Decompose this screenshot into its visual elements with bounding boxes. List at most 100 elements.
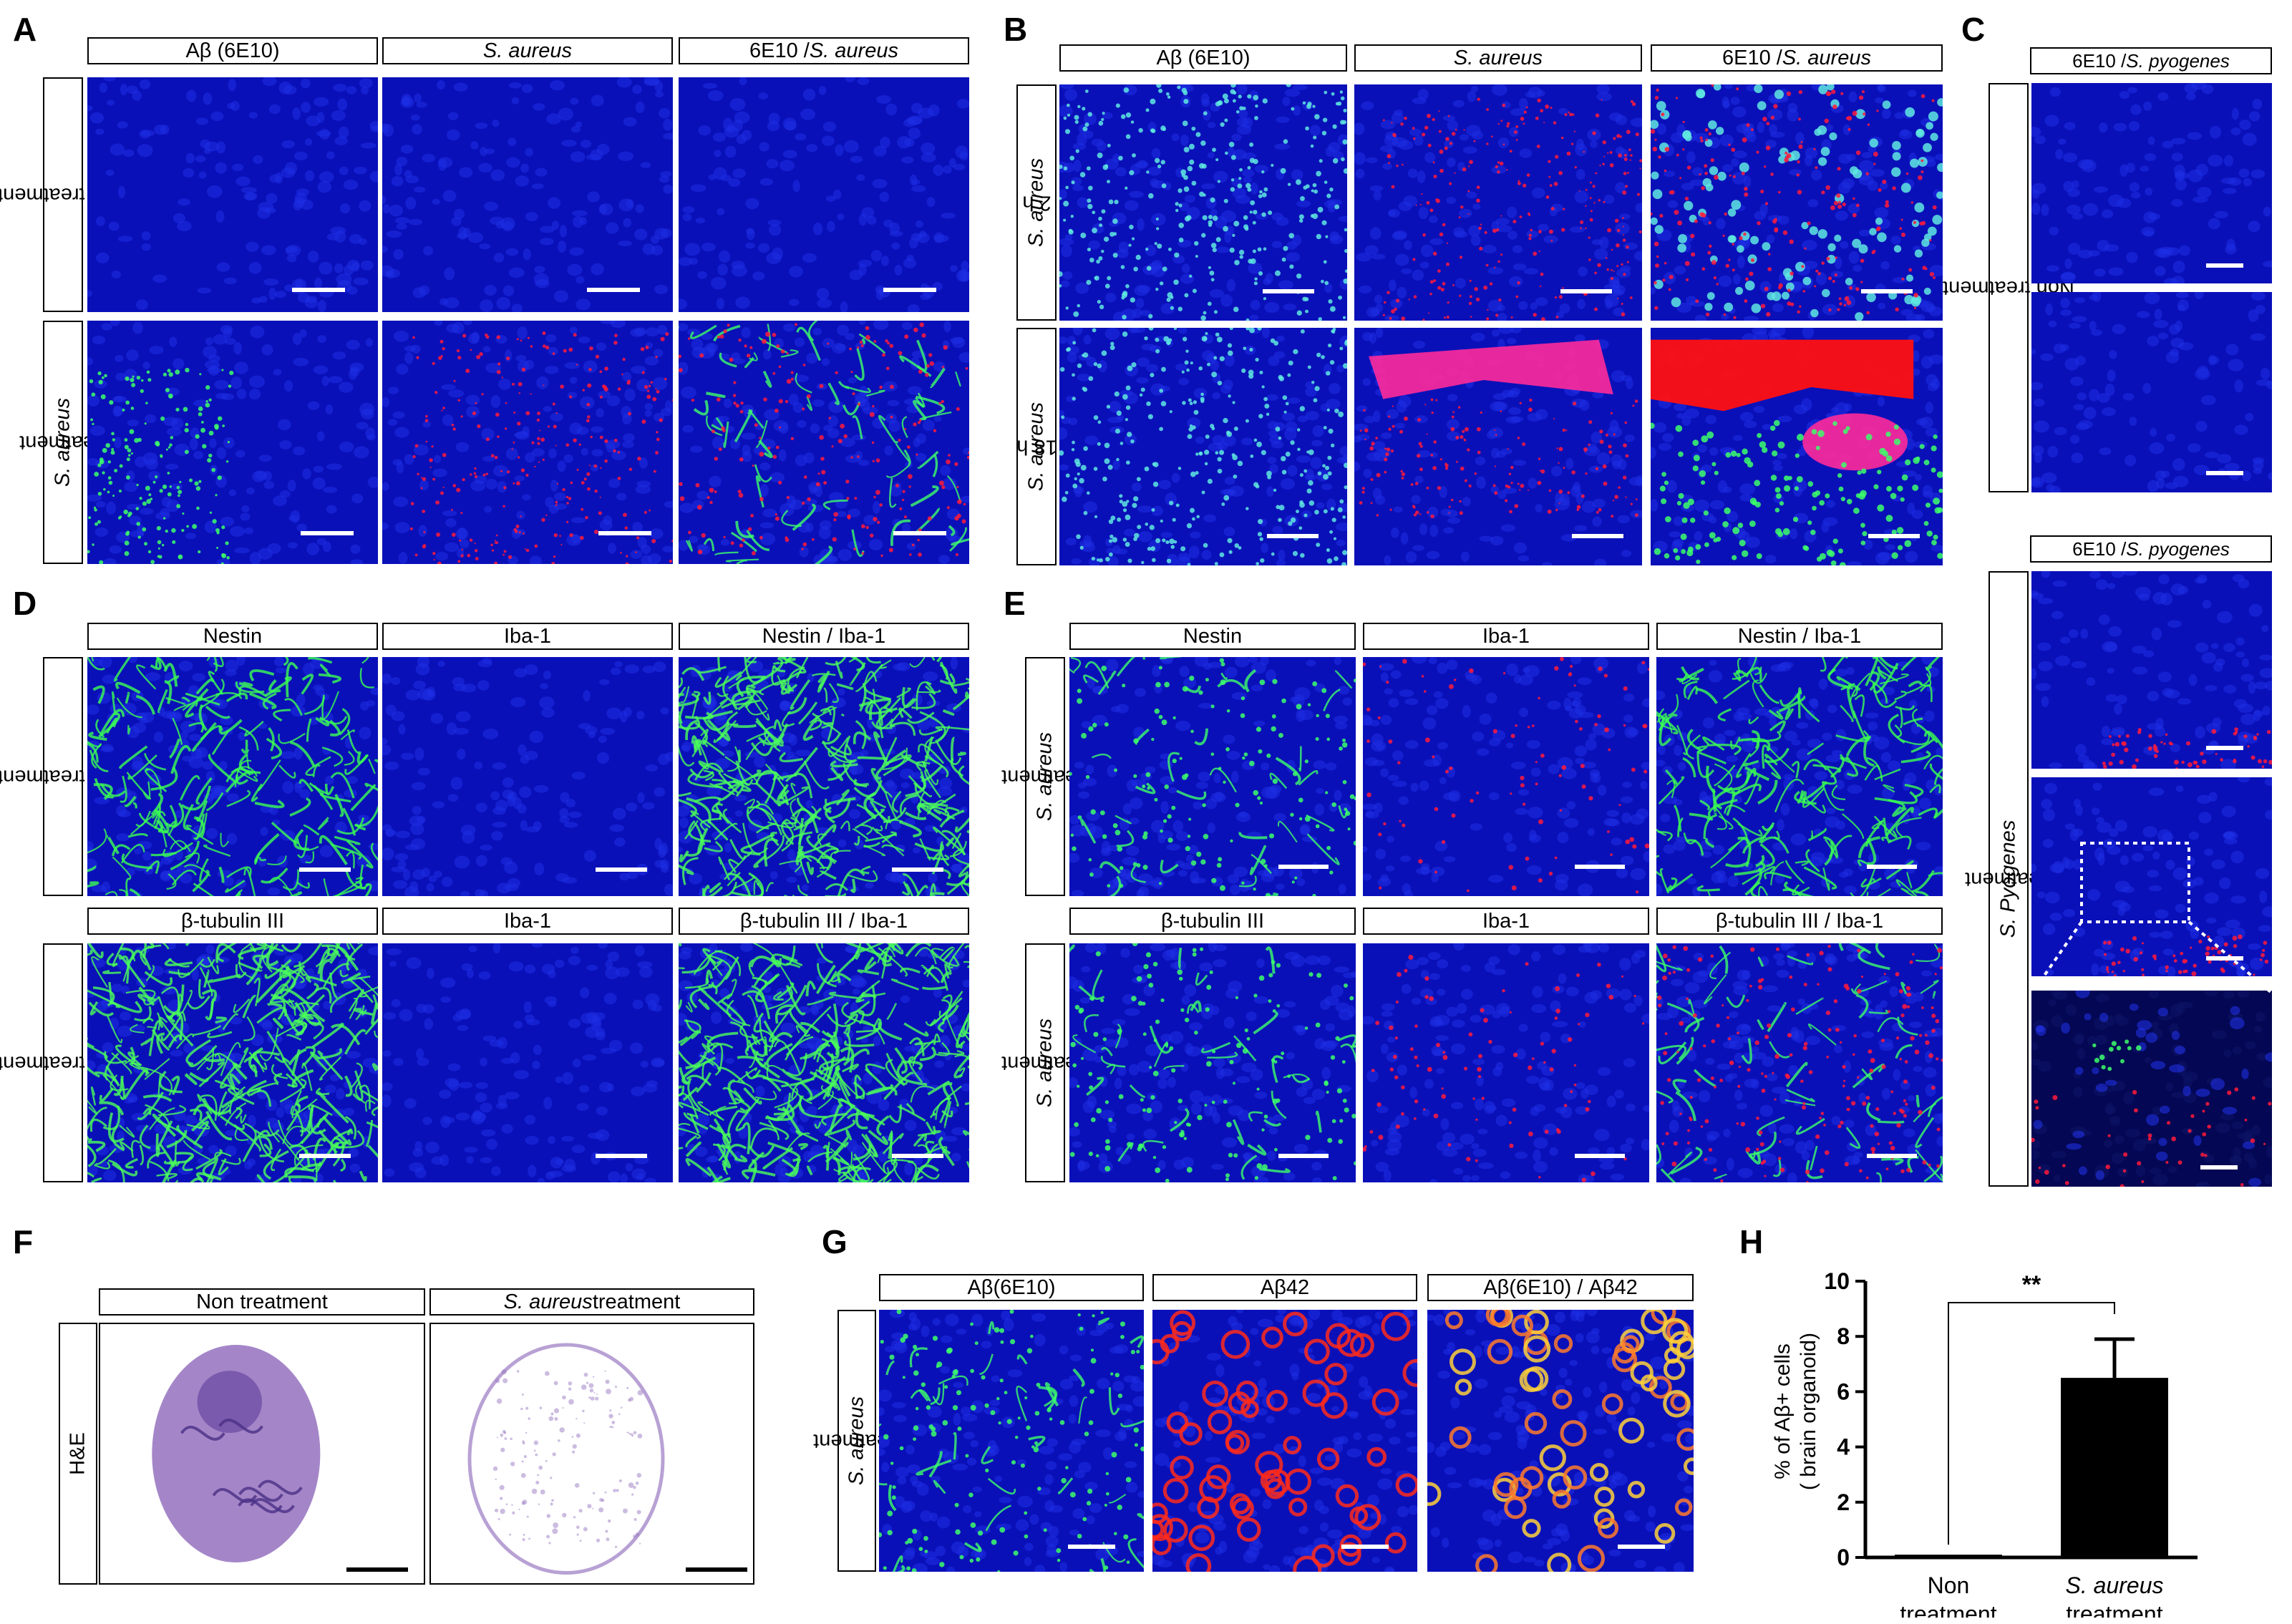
panel-letter-b: B	[1004, 11, 1028, 48]
y-tick-label: 6	[1837, 1379, 1850, 1404]
panel-e-col-header-iba1: Iba-1	[1363, 623, 1649, 650]
scale-bar	[2206, 263, 2243, 268]
scale-bar	[1867, 1154, 1917, 1158]
scale-bar	[346, 1567, 408, 1572]
micrograph-e-btubulin-iba1	[1656, 943, 1943, 1182]
x-tick-label-line1: S. aureus	[2066, 1572, 2164, 1598]
scale-bar	[892, 867, 943, 872]
micrograph-a-saureus-treatment	[382, 321, 673, 564]
scale-bar	[587, 288, 640, 292]
micrograph-b-saureus-2h	[1354, 84, 1642, 321]
x-tick-label-line2: treatment	[1900, 1601, 1996, 1618]
panel-c-row-label-spyogenes-treatment: S. Pyogenes treatment	[1965, 571, 2052, 1187]
panel-e-col-header-iba1-2: Iba-1	[1363, 908, 1649, 935]
bars	[1895, 1337, 2168, 1557]
panel-f-col-header-non-treatment: Non treatment	[99, 1288, 425, 1316]
panel-b-col-header-saureus: S. aureus	[1354, 44, 1642, 72]
micrograph-a-merge-non-treatment	[679, 77, 969, 312]
panel-g-col-header-abeta42: Aβ42	[1152, 1274, 1417, 1301]
panel-d-col-header-nestin-iba1: Nestin / Iba-1	[679, 623, 969, 650]
he-stain-non-treatment	[99, 1323, 425, 1585]
scale-bar	[1560, 289, 1612, 293]
micrograph-d-nestin-iba1	[679, 657, 969, 896]
panel-a-col-header-merge: 6E10 / S. aureus	[679, 37, 969, 64]
micrograph-g-merge	[1427, 1310, 1694, 1572]
scale-bar	[2206, 956, 2243, 961]
significance-stars: **	[2022, 1271, 2041, 1298]
scale-bar	[1868, 534, 1920, 538]
scale-bar	[1575, 865, 1625, 869]
micrograph-d-btubulin	[87, 943, 378, 1182]
scale-bar	[301, 531, 354, 535]
scale-bar	[1278, 865, 1329, 869]
scale-bar	[596, 1154, 647, 1158]
y-ticks: 0 2 4 6 8 10	[1824, 1268, 1865, 1570]
micrograph-d-iba1	[382, 657, 673, 896]
scale-bar	[598, 531, 651, 535]
scale-bar	[1867, 865, 1917, 869]
panel-b-row-label-18h: S. aureus 18 h	[1016, 328, 1057, 565]
panel-c-row-label-non-treatment: Non treatment	[1943, 83, 2074, 492]
micrograph-a-abeta-treatment	[87, 321, 378, 564]
panel-letter-g: G	[822, 1223, 848, 1260]
micrograph-d-btubulin-iba1	[679, 943, 969, 1182]
significance-line	[1948, 1302, 2115, 1545]
panel-g-col-header-merge: Aβ(6E10) / Aβ42	[1427, 1274, 1694, 1301]
panel-a-col-header-saureus: S. aureus	[382, 37, 673, 64]
scale-bar	[1068, 1545, 1115, 1549]
panel-e-col-header-nestin: Nestin	[1069, 623, 1356, 650]
panel-b-row-label-2h: S. aureus 2 h	[1016, 84, 1057, 321]
micrograph-g-abeta	[879, 1310, 1144, 1572]
scale-bar	[2206, 471, 2243, 475]
panel-a-row-label-saureus-treatment: S. aureus treatment	[19, 321, 107, 564]
micrograph-g-abeta42	[1152, 1310, 1417, 1572]
y-axis-label-line2: ( brain organoid)	[1797, 1333, 1820, 1490]
y-tick-label: 10	[1824, 1268, 1850, 1294]
panel-a-row-label-non-treatment: Non treatment	[0, 77, 129, 312]
panel-a-col-header-abeta: Aβ (6E10)	[87, 37, 378, 64]
scale-bar	[686, 1567, 747, 1572]
scale-bar	[1618, 1545, 1665, 1549]
scale-bar	[596, 867, 647, 872]
panel-g-col-header-abeta: Aβ(6E10)	[879, 1274, 1144, 1301]
panel-letter-c: C	[1961, 11, 1986, 48]
micrograph-a-merge-treatment	[679, 321, 969, 564]
bar	[1895, 1555, 2002, 1557]
micrograph-e-iba1-2	[1363, 943, 1649, 1182]
micrograph-e-btubulin	[1069, 943, 1356, 1182]
panel-d-col-header-nestin: Nestin	[87, 623, 378, 650]
scale-bar	[1278, 1154, 1329, 1158]
micrograph-b-abeta-2h	[1059, 84, 1347, 321]
panel-letter-e: E	[1004, 585, 1026, 622]
y-tick-label: 4	[1837, 1434, 1850, 1460]
panel-d-col-header-btubulin-iba1: β-tubulin III / Iba-1	[679, 908, 969, 935]
micrograph-c-treatment-1	[2031, 571, 2272, 769]
panel-b-col-header-merge: 6E10 / S. aureus	[1651, 44, 1943, 72]
x-tick-label-line1: Non	[1928, 1572, 1970, 1598]
micrograph-a-saureus-non-treatment	[382, 77, 673, 312]
panel-c-top-header: 6E10 / S. pyogenes	[2030, 47, 2272, 74]
panel-f-col-header-saureus-treatment: S. aureus treatment	[429, 1288, 754, 1316]
panel-d-row-label-2: Non treatment	[0, 943, 129, 1182]
panel-d-col-header-iba1: Iba-1	[382, 623, 673, 650]
scale-bar	[893, 531, 946, 535]
y-tick-label: 8	[1837, 1323, 1850, 1349]
micrograph-e-nestin-iba1	[1656, 657, 1943, 896]
micrograph-a-abeta-non-treatment	[87, 77, 378, 312]
panel-d-col-header-btubulin: β-tubulin III	[87, 908, 378, 935]
panel-c-bottom-header: 6E10 / S. pyogenes	[2030, 535, 2272, 563]
panel-g-row-label: S. aureus treatment	[813, 1310, 900, 1572]
micrograph-b-abeta-18h	[1059, 328, 1347, 565]
panel-e-col-header-nestin-iba1: Nestin / Iba-1	[1656, 623, 1943, 650]
scale-bar	[892, 1154, 943, 1158]
panel-e-row-label-2: S. aureus treatment	[1001, 943, 1089, 1182]
panel-e-col-header-btubulin-iba1: β-tubulin III / Iba-1	[1656, 908, 1943, 935]
y-tick-label: 2	[1837, 1489, 1850, 1515]
scale-bar	[1267, 534, 1319, 538]
micrograph-b-merge-2h	[1651, 84, 1943, 321]
significance-bracket: **	[1948, 1271, 2115, 1545]
panel-b-col-header-abeta: Aβ (6E10)	[1059, 44, 1347, 72]
y-tick-label: 0	[1837, 1545, 1850, 1570]
scale-bar	[299, 867, 351, 872]
panel-letter-f: F	[13, 1223, 34, 1260]
